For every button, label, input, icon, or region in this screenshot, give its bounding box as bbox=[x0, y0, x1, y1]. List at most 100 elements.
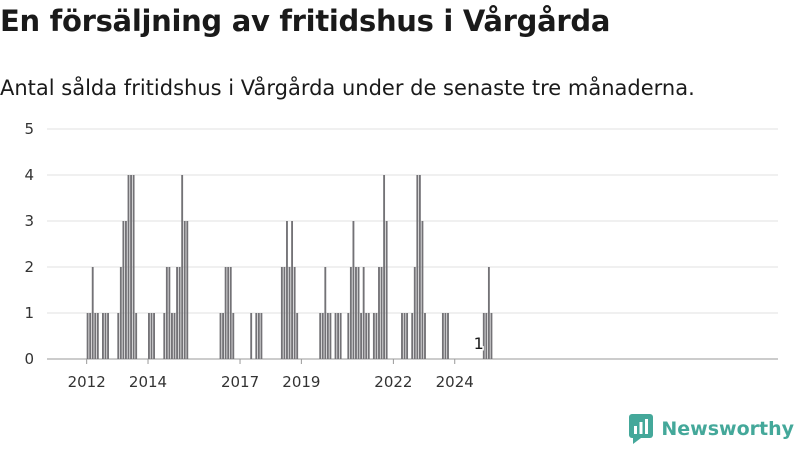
y-tick-label: 5 bbox=[24, 120, 34, 138]
page-title: En försäljning av fritidshus i Vårgårda bbox=[0, 4, 611, 38]
bar-2017-09[interactable] bbox=[260, 313, 263, 359]
x-tick-label: 2019 bbox=[282, 373, 320, 391]
bar-2023-10[interactable] bbox=[447, 313, 449, 359]
x-tick-label: 2022 bbox=[374, 373, 412, 391]
newsworthy-logo[interactable]: Newsworthy bbox=[629, 414, 794, 444]
bar-2019-09[interactable] bbox=[321, 313, 324, 359]
bar-2018-11[interactable] bbox=[296, 313, 299, 359]
bar-2012-04[interactable] bbox=[94, 313, 97, 359]
bar-undefined[interactable] bbox=[490, 313, 493, 359]
bar-2015-03[interactable] bbox=[183, 221, 186, 359]
bar-2018-05[interactable] bbox=[280, 267, 283, 359]
bar-2012-07[interactable] bbox=[102, 313, 104, 359]
bar-2023-01[interactable] bbox=[424, 313, 426, 359]
bar-2014-10[interactable] bbox=[171, 313, 173, 359]
bar-2014-09[interactable] bbox=[168, 267, 171, 359]
bar-2016-05[interactable] bbox=[219, 313, 222, 359]
bar-undefined[interactable] bbox=[485, 313, 488, 359]
bar-2023-09[interactable] bbox=[444, 313, 447, 359]
bar-2013-03[interactable] bbox=[122, 221, 125, 359]
bar-2019-08[interactable] bbox=[319, 313, 322, 359]
bar-undefined[interactable] bbox=[487, 267, 490, 359]
bar-2022-11[interactable] bbox=[418, 175, 421, 359]
bar-2015-02[interactable] bbox=[181, 175, 184, 359]
bar-2017-08[interactable] bbox=[257, 313, 260, 359]
bar-2020-10[interactable] bbox=[355, 267, 357, 359]
bar-2020-12[interactable] bbox=[360, 313, 363, 359]
bar-undefined[interactable] bbox=[482, 313, 485, 359]
bar-2015-01[interactable] bbox=[178, 267, 181, 359]
bar-2020-03[interactable] bbox=[337, 313, 340, 359]
bar-2014-08[interactable] bbox=[165, 267, 168, 359]
bar-2018-06[interactable] bbox=[283, 267, 286, 359]
x-tick-label: 2017 bbox=[221, 373, 259, 391]
bar-2021-10[interactable] bbox=[385, 221, 388, 359]
bar-2021-05[interactable] bbox=[372, 313, 375, 359]
bar-2012-08[interactable] bbox=[104, 313, 107, 359]
bar-2017-05[interactable] bbox=[250, 313, 253, 359]
x-tick-label: 2024 bbox=[436, 373, 474, 391]
bar-2020-07[interactable] bbox=[347, 313, 350, 359]
bar-2022-05[interactable] bbox=[403, 313, 406, 359]
bar-2019-10[interactable] bbox=[324, 267, 327, 359]
bar-2013-06[interactable] bbox=[130, 175, 132, 359]
bar-2021-01[interactable] bbox=[362, 267, 365, 359]
bar-2018-09[interactable] bbox=[291, 221, 294, 359]
bar-2021-06[interactable] bbox=[375, 313, 378, 359]
bar-2020-08[interactable] bbox=[349, 267, 352, 359]
bar-2020-02[interactable] bbox=[334, 313, 337, 359]
page-subtitle: Antal sålda fritidshus i Vårgårda under … bbox=[0, 76, 695, 100]
bar-2013-08[interactable] bbox=[135, 313, 138, 359]
bar-2017-07[interactable] bbox=[255, 313, 258, 359]
y-tick-label: 3 bbox=[24, 212, 34, 230]
bar-2013-02[interactable] bbox=[119, 267, 122, 359]
y-tick-label: 2 bbox=[24, 258, 34, 276]
bar-2018-07[interactable] bbox=[286, 221, 288, 359]
bar-2013-05[interactable] bbox=[127, 175, 130, 359]
bar-2012-03[interactable] bbox=[91, 267, 94, 359]
bar-2013-07[interactable] bbox=[132, 175, 135, 359]
bar-2018-08[interactable] bbox=[288, 267, 291, 359]
y-axis-ticks: 0 1 2 3 4 5 bbox=[24, 120, 34, 368]
bar-2016-07[interactable] bbox=[224, 267, 227, 359]
x-tick-label: 2012 bbox=[68, 373, 106, 391]
bar-2014-01[interactable] bbox=[148, 313, 150, 359]
bar-2018-10[interactable] bbox=[293, 267, 296, 359]
bar-2019-11[interactable] bbox=[326, 313, 329, 359]
bar-2020-11[interactable] bbox=[357, 267, 360, 359]
bar-2012-09[interactable] bbox=[107, 313, 109, 359]
bar-2014-03[interactable] bbox=[153, 313, 155, 359]
bar-2014-12[interactable] bbox=[176, 267, 178, 359]
bar-2014-02[interactable] bbox=[150, 313, 153, 359]
bar-2021-02[interactable] bbox=[365, 313, 368, 359]
bar-2023-08[interactable] bbox=[441, 313, 444, 359]
bar-2012-05[interactable] bbox=[96, 313, 99, 359]
bar-series bbox=[86, 175, 493, 359]
bar-2014-11[interactable] bbox=[173, 313, 176, 359]
bar-2021-07[interactable] bbox=[378, 267, 380, 359]
bar-2012-01[interactable] bbox=[86, 313, 89, 359]
bar-2014-07[interactable] bbox=[163, 313, 166, 359]
bar-2016-08[interactable] bbox=[227, 267, 230, 359]
bar-2021-08[interactable] bbox=[380, 267, 383, 359]
bar-2022-08[interactable] bbox=[411, 313, 414, 359]
bar-2021-09[interactable] bbox=[383, 175, 386, 359]
bar-2022-10[interactable] bbox=[416, 175, 419, 359]
bar-2012-02[interactable] bbox=[89, 313, 92, 359]
bar-2022-04[interactable] bbox=[401, 313, 403, 359]
bar-2016-09[interactable] bbox=[229, 267, 232, 359]
bar-2020-09[interactable] bbox=[352, 221, 355, 359]
bar-2015-04[interactable] bbox=[186, 221, 189, 359]
bar-2022-06[interactable] bbox=[406, 313, 409, 359]
bar-2016-10[interactable] bbox=[232, 313, 235, 359]
bar-2022-12[interactable] bbox=[421, 221, 424, 359]
bar-2022-09[interactable] bbox=[413, 267, 416, 359]
bar-2020-04[interactable] bbox=[339, 313, 342, 359]
bar-2019-12[interactable] bbox=[329, 313, 332, 359]
bar-2021-03[interactable] bbox=[367, 313, 370, 359]
bar-2016-06[interactable] bbox=[222, 313, 224, 359]
bar-2013-01[interactable] bbox=[117, 313, 120, 359]
bar-2013-04[interactable] bbox=[125, 221, 127, 359]
data-labels: 1 bbox=[472, 333, 485, 355]
